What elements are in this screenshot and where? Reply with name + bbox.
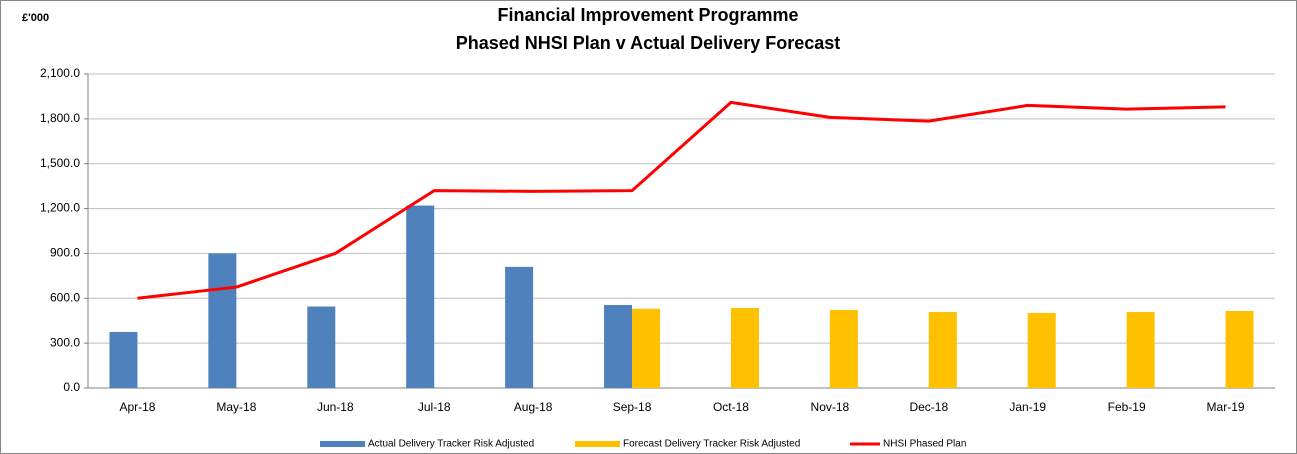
chart-title: Financial Improvement Programme	[497, 5, 798, 25]
bar	[730, 308, 759, 388]
bar	[406, 205, 435, 388]
legend-swatch	[575, 441, 620, 447]
y-tick-label: 1,500.0	[40, 156, 80, 170]
x-tick-label: Dec-18	[909, 400, 948, 414]
chart-subtitle: Phased NHSI Plan v Actual Delivery Forec…	[456, 33, 841, 53]
bar	[632, 308, 661, 388]
legend-label: Actual Delivery Tracker Risk Adjusted	[368, 439, 534, 450]
legend-label: Forecast Delivery Tracker Risk Adjusted	[623, 439, 800, 450]
bar	[505, 266, 534, 388]
x-tick-label: Jul-18	[418, 400, 451, 414]
y-tick-label: 300.0	[50, 335, 80, 349]
x-tick-label: Sep-18	[613, 400, 652, 414]
y-tick-label: 1,200.0	[40, 201, 80, 215]
bar	[109, 331, 138, 388]
x-tick-label: May-18	[216, 400, 256, 414]
bar	[829, 309, 858, 388]
y-tick-label: 2,100.0	[40, 66, 80, 80]
bar	[1225, 310, 1254, 388]
x-tick-label: Oct-18	[713, 400, 749, 414]
bar	[1126, 312, 1155, 388]
bar	[928, 312, 957, 388]
x-tick-label: Jun-18	[317, 400, 354, 414]
x-tick-label: Aug-18	[514, 400, 553, 414]
y-tick-label: 600.0	[50, 290, 80, 304]
x-tick-label: Feb-19	[1108, 400, 1146, 414]
legend-label: NHSI Phased Plan	[883, 439, 966, 450]
y-tick-label: 900.0	[50, 246, 80, 260]
legend-swatch	[320, 441, 365, 447]
x-tick-label: Mar-19	[1207, 400, 1245, 414]
bar	[307, 306, 336, 388]
x-tick-label: Nov-18	[811, 400, 850, 414]
bar	[1027, 312, 1056, 388]
y-tick-label: 0.0	[63, 380, 80, 394]
x-tick-label: Apr-18	[119, 400, 155, 414]
bar	[208, 253, 237, 388]
x-tick-label: Jan-19	[1009, 400, 1046, 414]
y-tick-label: 1,800.0	[40, 111, 80, 125]
line-series	[137, 100, 1226, 300]
bar	[604, 305, 633, 388]
y-axis-label: £'000	[22, 12, 49, 24]
